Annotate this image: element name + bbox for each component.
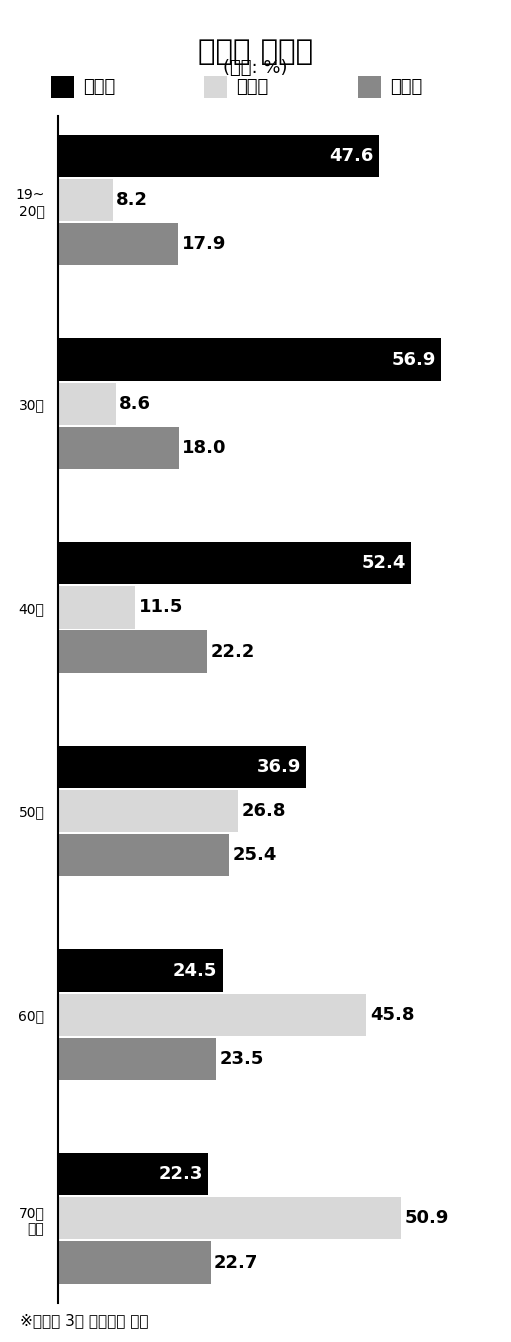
- Text: (단위: %): (단위: %): [223, 59, 288, 76]
- Text: 26.8: 26.8: [242, 803, 286, 820]
- Text: 22.3: 22.3: [158, 1165, 202, 1184]
- Text: 22.7: 22.7: [214, 1253, 259, 1271]
- Text: 52.4: 52.4: [361, 554, 406, 572]
- Text: 45.8: 45.8: [370, 1005, 414, 1024]
- Text: 25.4: 25.4: [233, 847, 276, 864]
- Bar: [58, 223, 178, 266]
- Text: 11.5: 11.5: [138, 599, 183, 616]
- Bar: [58, 427, 179, 470]
- Bar: [58, 178, 113, 221]
- Bar: [58, 993, 366, 1036]
- Bar: [58, 1153, 208, 1196]
- Bar: [58, 631, 207, 672]
- Text: 22.2: 22.2: [211, 643, 255, 660]
- Bar: [58, 835, 229, 876]
- Bar: [58, 790, 238, 832]
- Bar: [58, 338, 442, 381]
- Bar: [58, 1197, 401, 1240]
- Text: 안철수: 안철수: [390, 78, 422, 97]
- Text: ※지상파 3사 출구조사 기준: ※지상파 3사 출구조사 기준: [20, 1314, 149, 1329]
- Text: 17.9: 17.9: [182, 235, 226, 254]
- Bar: [58, 542, 411, 584]
- Text: 23.5: 23.5: [219, 1049, 264, 1068]
- Bar: [58, 134, 379, 177]
- Text: 50.9: 50.9: [404, 1209, 449, 1228]
- Text: 24.5: 24.5: [173, 961, 217, 980]
- Bar: [58, 1241, 211, 1284]
- Text: 8.6: 8.6: [119, 395, 151, 413]
- Bar: [58, 746, 307, 788]
- Text: 18.0: 18.0: [182, 439, 227, 458]
- Text: 47.6: 47.6: [329, 148, 373, 165]
- Text: 36.9: 36.9: [257, 758, 301, 776]
- Text: 8.2: 8.2: [116, 191, 148, 209]
- Text: 세대별 득표율: 세대별 득표율: [198, 38, 313, 66]
- Bar: [58, 382, 115, 425]
- Bar: [58, 949, 223, 992]
- Bar: [58, 1037, 216, 1080]
- Bar: [58, 586, 135, 628]
- Text: 문재인: 문재인: [83, 78, 115, 97]
- Text: 홍준표: 홍준표: [237, 78, 269, 97]
- Text: 56.9: 56.9: [391, 350, 436, 369]
